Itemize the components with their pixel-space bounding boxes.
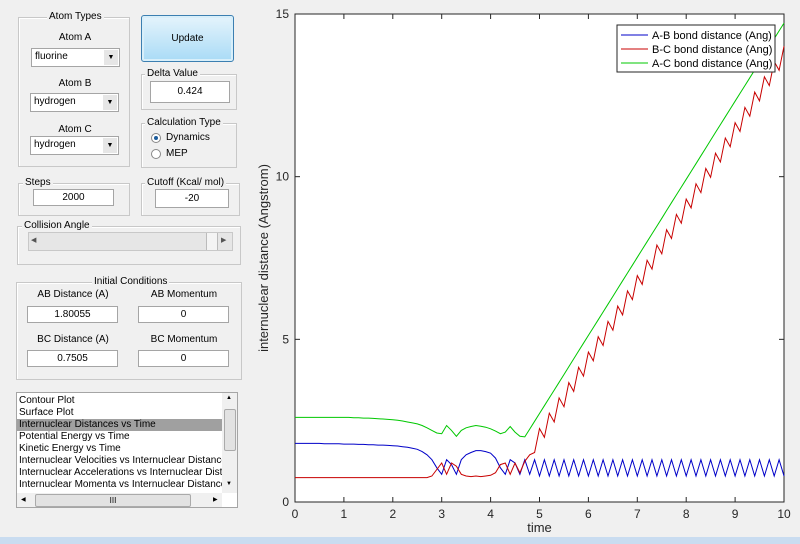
- y-tick-label: 0: [282, 495, 289, 509]
- arrow-left-icon[interactable]: ◀: [31, 237, 37, 244]
- cutoff-group: Cutoff (Kcal/ mol): [141, 177, 240, 216]
- ab-momentum-label: AB Momentum: [150, 289, 218, 300]
- plot-area: [294, 13, 785, 503]
- atom-b-label: Atom B: [58, 78, 92, 89]
- scrollbar-thumb[interactable]: III: [35, 494, 191, 507]
- list-item[interactable]: Internuclear Velocities vs Internuclear …: [19, 455, 227, 466]
- list-item[interactable]: Potential Energy vs Time: [19, 431, 130, 442]
- y-tick-label: 15: [276, 7, 290, 21]
- atom-c-value: hydrogen: [34, 139, 76, 150]
- x-tick-label: 8: [683, 507, 690, 521]
- ab-momentum-input[interactable]: 0: [138, 306, 229, 323]
- series-line-2: [295, 46, 785, 479]
- list-item[interactable]: Internuclear Momenta vs Internuclear Dis…: [19, 479, 227, 490]
- calculation-type-group: Calculation Type: [141, 117, 237, 168]
- chevron-down-icon[interactable]: ▼: [103, 138, 117, 153]
- ab-distance-input[interactable]: 1.80055: [27, 306, 118, 323]
- series-line-3: [295, 22, 785, 438]
- horizontal-scrollbar[interactable]: ◀ III ▶: [17, 493, 222, 507]
- x-tick-label: 1: [341, 507, 348, 521]
- steps-title: Steps: [23, 177, 53, 188]
- vertical-scrollbar[interactable]: ▲ ▼: [222, 393, 237, 493]
- x-tick-label: 6: [585, 507, 592, 521]
- bc-distance-input[interactable]: 0.7505: [27, 350, 118, 367]
- atom-c-select[interactable]: hydrogen ▼: [30, 136, 119, 155]
- scrollbar-thumb[interactable]: [224, 409, 236, 451]
- series-line-1: [295, 442, 785, 478]
- list-item[interactable]: Contour Plot: [19, 395, 75, 406]
- atom-b-select[interactable]: hydrogen ▼: [30, 93, 119, 112]
- mep-label: MEP: [166, 148, 188, 159]
- legend-entry: B-C bond distance (Ang): [652, 44, 772, 56]
- arrow-left-icon[interactable]: ◀: [21, 497, 26, 503]
- legend-entry: A-B bond distance (Ang): [652, 30, 772, 42]
- x-tick-label: 9: [732, 507, 739, 521]
- y-axis-label: internuclear distance (Angstrom): [256, 164, 271, 352]
- mep-radio[interactable]: [151, 149, 161, 159]
- initial-conditions-group: Initial Conditions: [16, 276, 242, 380]
- bc-momentum-input[interactable]: 0: [138, 350, 229, 367]
- legend-entry: A-C bond distance (Ang): [652, 58, 772, 70]
- atom-b-value: hydrogen: [34, 96, 76, 107]
- x-tick-label: 5: [536, 507, 543, 521]
- atom-c-label: Atom C: [58, 124, 92, 135]
- delta-value-title: Delta Value: [145, 68, 200, 79]
- x-tick-label: 10: [777, 507, 791, 521]
- chevron-down-icon[interactable]: ▼: [104, 50, 118, 65]
- chevron-down-icon[interactable]: ▼: [103, 95, 117, 110]
- atom-a-select[interactable]: fluorine ▼: [31, 48, 120, 67]
- atom-types-group: Atom Types: [18, 11, 130, 167]
- atom-a-value: fluorine: [35, 51, 68, 62]
- list-item[interactable]: Internuclear Accelerations vs Internucle…: [19, 467, 228, 478]
- delta-value-input[interactable]: 0.424: [150, 81, 230, 103]
- cutoff-input[interactable]: -20: [155, 189, 229, 208]
- dynamics-radio[interactable]: [151, 133, 161, 143]
- y-tick-label: 10: [276, 170, 290, 184]
- dynamics-label: Dynamics: [166, 132, 210, 143]
- x-axis-label: time: [527, 520, 552, 535]
- update-button[interactable]: Update: [141, 15, 234, 62]
- plot-type-listbox[interactable]: Contour Plot Surface Plot Internuclear D…: [16, 392, 238, 508]
- steps-group: Steps: [18, 177, 130, 216]
- slider-thumb[interactable]: [206, 233, 218, 250]
- collision-angle-group: Collision Angle: [17, 220, 241, 265]
- initial-conditions-title: Initial Conditions: [92, 276, 170, 287]
- arrow-right-icon[interactable]: ▶: [213, 497, 218, 503]
- x-tick-label: 2: [389, 507, 396, 521]
- list-item-selected[interactable]: Internuclear Distances vs Time: [17, 419, 223, 431]
- bc-momentum-label: BC Momentum: [150, 334, 218, 345]
- x-tick-label: 0: [292, 507, 299, 521]
- list-item[interactable]: Kinetic Energy vs Time: [19, 443, 121, 454]
- arrow-down-icon[interactable]: ▼: [226, 481, 232, 487]
- steps-input[interactable]: 2000: [33, 189, 114, 206]
- bc-distance-label: BC Distance (A): [37, 334, 109, 345]
- ab-distance-label: AB Distance (A): [37, 289, 109, 300]
- collision-angle-title: Collision Angle: [22, 220, 92, 231]
- y-tick-label: 5: [282, 332, 289, 346]
- arrow-right-icon[interactable]: ▶: [221, 237, 227, 244]
- x-tick-label: 7: [634, 507, 641, 521]
- arrow-up-icon[interactable]: ▲: [226, 395, 232, 401]
- calculation-type-title: Calculation Type: [145, 117, 223, 128]
- x-tick-label: 4: [487, 507, 494, 521]
- collision-angle-slider[interactable]: ◀ ▶: [28, 232, 233, 251]
- atom-a-label: Atom A: [58, 32, 92, 43]
- x-tick-label: 3: [438, 507, 445, 521]
- list-item[interactable]: Surface Plot: [19, 407, 74, 418]
- status-strip: [0, 537, 800, 544]
- cutoff-title: Cutoff (Kcal/ mol): [145, 177, 227, 188]
- atom-types-title: Atom Types: [47, 11, 104, 22]
- delta-value-group: Delta Value: [141, 68, 237, 110]
